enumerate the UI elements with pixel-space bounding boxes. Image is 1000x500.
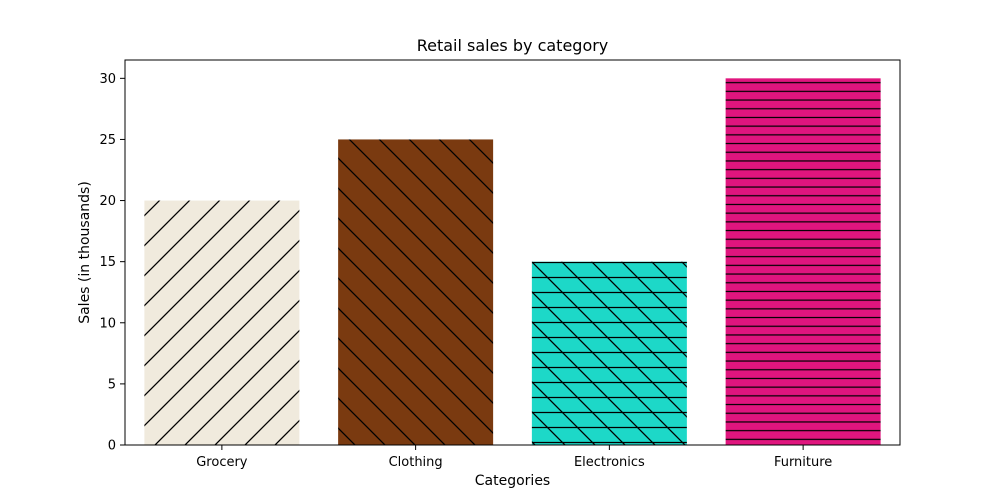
x-tick-label: Furniture [774,455,832,470]
y-tick-label: 10 [99,316,116,331]
chart-title: Retail sales by category [417,36,609,55]
x-tick-label: Grocery [196,455,248,470]
x-tick-label: Clothing [389,455,443,470]
bar-clothing [338,139,494,445]
y-tick-label: 20 [99,194,116,209]
y-axis-label: Sales (in thousands) [77,181,93,324]
plot-frame [124,59,901,446]
y-axis: 0 5 10 15 20 25 30 [99,72,125,454]
y-tick-label: 5 [108,377,116,392]
bars-layer [144,78,881,445]
x-axis: Grocery Clothing Electronics Furniture [196,445,832,470]
bar-electronics [531,261,687,445]
x-axis-label: Categories [475,473,550,489]
y-tick-label: 0 [108,439,116,454]
y-tick-label: 30 [99,72,116,87]
bar-furniture [725,78,881,445]
y-tick-label: 25 [99,133,116,148]
x-tick-label: Electronics [574,455,645,470]
bar-grocery [144,200,300,445]
y-tick-label: 15 [99,255,116,270]
